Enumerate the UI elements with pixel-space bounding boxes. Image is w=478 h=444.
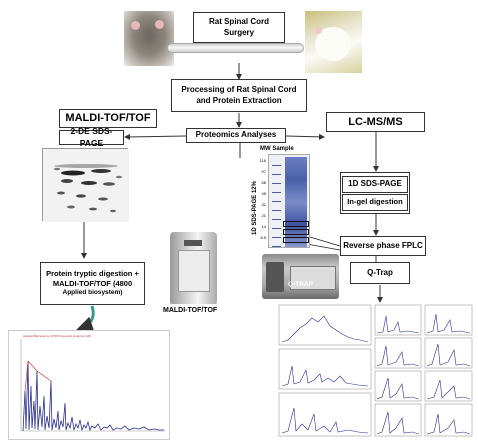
ear-icon <box>131 21 140 30</box>
sds-2de-label: 2-DE SDS-PAGE <box>70 126 113 148</box>
qtrap-instrument-image <box>262 254 339 299</box>
marker-lane <box>272 157 281 247</box>
gel-marker: 66 <box>261 180 266 185</box>
sds-1d-label: 1D SDS-PAGE <box>348 178 402 188</box>
maldi-spectrum: Applied Biosystems 4700 Proteomics Analy… <box>8 330 170 440</box>
tryptic-line-1: Protein tryptic digestion + <box>46 268 139 278</box>
tryptic-line-3: Applied biosystem) <box>62 289 123 297</box>
sds-1d-box: 1D SDS-PAGE <box>342 175 408 193</box>
tryptic-digestion-box: Protein tryptic digestion + MALDI-TOF/TO… <box>40 262 145 305</box>
ingel-label: In-gel digestion <box>347 196 403 206</box>
processing-box: Processing of Rat Spinal Cord and Protei… <box>171 79 307 112</box>
lcms-title-label: LC-MS/MS <box>348 115 403 128</box>
ingel-box: In-gel digestion <box>342 193 408 211</box>
spinal-cord-image <box>167 43 304 53</box>
proteomics-label: Proteomics Analyses <box>195 130 277 140</box>
sds-2de-box: 2-DE SDS-PAGE <box>59 126 124 148</box>
maldi-instrument-image <box>170 232 217 304</box>
gel-marker: 116 <box>259 158 266 163</box>
gel-marker: 14 <box>261 224 266 229</box>
surgery-box: Rat Spinal Cord Surgery <box>193 12 285 43</box>
processing-line-1: Processing of Rat Spinal Cord <box>181 84 297 94</box>
lcms-spectra-plots <box>278 304 473 437</box>
tryptic-line-2: MALDI-TOF/TOF (4800 <box>52 279 133 289</box>
qtrap-box-label: Q-Trap <box>367 267 393 277</box>
maldi-title-box: MALDI-TOF/TOF <box>59 109 157 128</box>
gel-marker: 45 <box>261 191 266 196</box>
gel-marker: 21 <box>261 213 266 218</box>
ear-icon <box>315 27 322 34</box>
fplc-label: Reverse phase FPLC <box>343 240 423 250</box>
lcms-spectra-panels <box>278 304 474 438</box>
gel-header-label: MW Sample <box>260 146 294 152</box>
maldi-spectrum-plot: Applied Biosystems 4700 Proteomics Analy… <box>20 334 165 432</box>
sds-1d-group: 1D SDS-PAGE In-gel digestion <box>340 172 410 214</box>
rat-photo-right <box>305 11 362 73</box>
qtrap-instrument-label: Q-TRAP <box>288 281 313 288</box>
surgery-line-1: Rat Spinal Cord <box>208 16 269 26</box>
gel-spots <box>43 149 129 222</box>
lcms-title-box: LC-MS/MS <box>326 112 425 132</box>
1d-gel-image <box>268 154 310 248</box>
maldi-title-label: MALDI-TOF/TOF <box>65 112 151 125</box>
gel-marker: 6.5 <box>260 235 266 240</box>
2de-gel-image <box>42 148 129 222</box>
processing-line-2: and Protein Extraction <box>196 95 282 105</box>
surgery-line-2: Surgery <box>223 27 255 37</box>
gel-marker: 97 <box>261 169 266 174</box>
ear-icon <box>155 20 164 29</box>
svg-text:Applied Biosystems 4700 Proteo: Applied Biosystems 4700 Proteomics Analy… <box>23 334 91 338</box>
maldi-instrument-label: MALDI-TOF/TOF <box>163 307 218 314</box>
sample-lane <box>285 157 307 247</box>
proteomics-box: Proteomics Analyses <box>186 128 286 143</box>
gel-marker: 31 <box>261 202 266 207</box>
qtrap-box: Q-Trap <box>350 262 410 284</box>
rat-photo-left <box>124 11 174 66</box>
gel-marker-labels: 116 97 66 45 31 21 14 6.5 <box>252 155 266 243</box>
fplc-box: Reverse phase FPLC <box>340 236 426 256</box>
